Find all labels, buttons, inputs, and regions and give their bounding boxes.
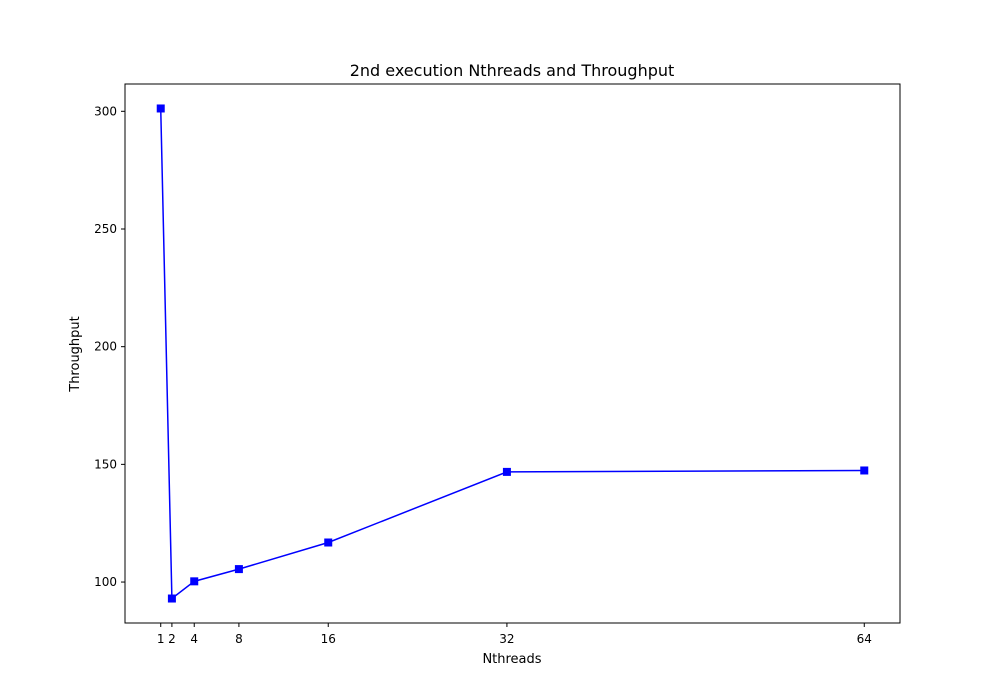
- data-point-marker: [190, 577, 199, 586]
- data-point-marker: [502, 467, 511, 476]
- y-tick-label: 300: [94, 104, 117, 118]
- x-tick-label: 8: [235, 632, 243, 646]
- series-line: [159, 108, 865, 601]
- x-tick-label: 16: [321, 632, 336, 646]
- data-point-marker: [860, 466, 869, 475]
- y-tick-label: 100: [94, 575, 117, 589]
- y-tick-label: 200: [94, 340, 117, 354]
- plot-layer: 1 2 4 8 16 32 64 100 150 200 250 300: [94, 104, 872, 646]
- data-point-marker: [167, 594, 176, 603]
- x-axis-label: Nthreads: [482, 652, 541, 667]
- x-tick-label: 1: [157, 632, 165, 646]
- data-point-marker: [324, 538, 333, 547]
- x-tick-label: 4: [190, 632, 198, 646]
- x-tick-label: 2: [168, 632, 176, 646]
- plot-area-frame: [124, 83, 901, 624]
- chart-title: 2nd execution Nthreads and Throughput: [350, 61, 675, 80]
- x-tick-label: 32: [499, 632, 514, 646]
- data-point-marker: [234, 565, 243, 574]
- x-tick-label: 64: [857, 632, 872, 646]
- data-point-marker: [156, 104, 165, 113]
- y-tick-label: 150: [94, 457, 117, 471]
- y-tick-label: 250: [94, 222, 117, 236]
- y-axis-label: Throughput: [68, 316, 83, 393]
